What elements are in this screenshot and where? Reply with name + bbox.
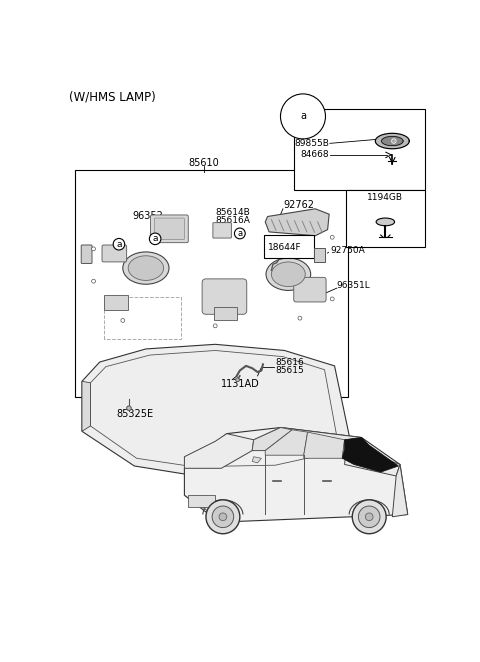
Bar [277,240,291,249]
Circle shape [277,251,285,259]
Text: 1131AD: 1131AD [221,379,260,389]
FancyBboxPatch shape [102,245,127,262]
Polygon shape [82,381,90,432]
Polygon shape [265,209,329,236]
Text: 89855B: 89855B [294,139,329,148]
Polygon shape [392,465,408,517]
Polygon shape [342,438,398,472]
Circle shape [298,316,302,320]
Text: a: a [237,229,242,238]
Circle shape [212,506,234,528]
Text: 96352: 96352 [132,211,163,222]
Circle shape [92,279,96,283]
Ellipse shape [266,258,311,291]
Polygon shape [375,133,409,149]
Text: 85325E: 85325E [117,409,154,420]
Circle shape [352,500,386,534]
Text: 85610: 85610 [188,158,219,167]
Text: a: a [152,234,158,244]
Text: 85616A: 85616A [215,216,250,225]
Text: 85616: 85616 [275,358,304,367]
Bar [188,495,215,507]
Circle shape [219,513,227,520]
Circle shape [359,506,380,528]
Bar [214,307,237,320]
Text: 85614B: 85614B [215,208,250,217]
Polygon shape [252,428,361,451]
FancyBboxPatch shape [155,218,184,240]
Bar [346,189,425,248]
Polygon shape [345,449,400,476]
Bar [314,248,324,262]
Bar [294,109,425,189]
Text: 92750A: 92750A [331,246,365,255]
Circle shape [92,247,96,251]
Circle shape [234,228,245,239]
Circle shape [121,318,125,322]
Ellipse shape [271,262,305,287]
Text: 85615: 85615 [275,366,304,375]
FancyBboxPatch shape [81,245,92,263]
Circle shape [330,236,334,239]
Polygon shape [252,457,262,463]
FancyBboxPatch shape [151,215,188,243]
Bar [104,295,128,310]
Text: a: a [300,111,306,121]
Circle shape [206,500,240,534]
Text: 1194GB: 1194GB [367,193,403,203]
Polygon shape [252,428,292,451]
Text: 96351L: 96351L [337,281,371,291]
Polygon shape [184,428,408,522]
Text: 84668: 84668 [300,150,329,160]
Circle shape [127,406,131,410]
Circle shape [213,324,217,328]
Polygon shape [342,438,361,458]
Circle shape [330,297,334,301]
Ellipse shape [376,218,395,226]
Polygon shape [382,136,403,146]
Polygon shape [184,434,254,468]
Polygon shape [265,430,308,455]
Polygon shape [304,432,345,458]
Polygon shape [82,344,350,475]
Circle shape [113,238,125,250]
Circle shape [392,139,396,144]
Ellipse shape [128,256,164,281]
Text: 92762: 92762 [283,200,314,210]
Bar [75,170,348,397]
Ellipse shape [123,252,169,284]
Circle shape [149,233,161,244]
FancyBboxPatch shape [213,222,231,238]
Circle shape [365,513,373,520]
FancyBboxPatch shape [294,277,326,302]
Text: (W/HMS LAMP): (W/HMS LAMP) [69,90,156,103]
Text: 18644F: 18644F [267,243,301,252]
Circle shape [236,378,240,382]
Text: a: a [116,240,122,249]
FancyBboxPatch shape [202,279,247,314]
Bar [264,235,314,258]
